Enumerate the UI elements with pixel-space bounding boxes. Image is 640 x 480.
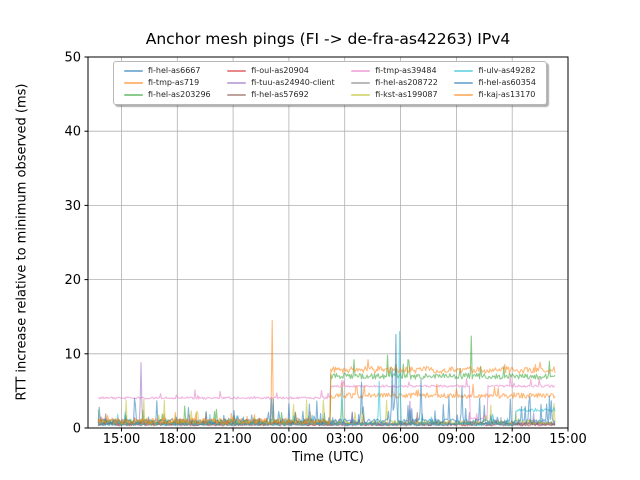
tick-label-y: 10 bbox=[64, 347, 81, 362]
tick-label-y: 40 bbox=[64, 125, 81, 140]
legend-label: fi-hel-as208722 bbox=[375, 78, 438, 87]
tick-label-x: 09:00 bbox=[438, 432, 475, 447]
legend-swatch bbox=[351, 93, 371, 97]
tick-label-y: 0 bbox=[73, 422, 81, 437]
y-axis-label-text: RTT increase relative to minimum observe… bbox=[14, 83, 30, 401]
series-line bbox=[97, 359, 556, 426]
tick-label-x: 03:00 bbox=[326, 432, 363, 447]
legend-item: fi-tuu-as24940-client bbox=[227, 77, 335, 89]
legend-label: fi-tmp-as719 bbox=[148, 78, 200, 87]
legend-item: fi-kst-as199087 bbox=[351, 89, 438, 101]
legend-item: fi-tmp-as39484 bbox=[351, 65, 438, 77]
legend-swatch bbox=[454, 93, 474, 97]
legend-item: fi-ulv-as49282 bbox=[454, 65, 536, 77]
legend-label: fi-kaj-as13170 bbox=[478, 90, 536, 99]
legend-label: fi-hel-as6667 bbox=[148, 66, 201, 75]
series-line bbox=[97, 330, 556, 427]
legend-label: fi-tuu-as24940-client bbox=[251, 78, 335, 87]
tick-label-x: 21:00 bbox=[214, 432, 251, 447]
legend-swatch bbox=[454, 81, 474, 85]
legend-item: fi-hel-as57692 bbox=[227, 89, 334, 101]
chart-title: Anchor mesh pings (FI -> de-fra-as42263)… bbox=[145, 30, 511, 48]
legend-label: fi-ulv-as49282 bbox=[478, 66, 536, 75]
series-line bbox=[97, 335, 556, 426]
legend-swatch bbox=[227, 69, 247, 73]
legend-item: fi-tmp-as719 bbox=[124, 77, 211, 89]
tick-label-y: 30 bbox=[64, 199, 81, 214]
axes-frame bbox=[87, 56, 569, 429]
legend-swatch bbox=[124, 69, 143, 73]
legend-swatch bbox=[227, 81, 247, 85]
legend-item: fi-kaj-as13170 bbox=[454, 89, 536, 101]
legend-item: fi-hel-as6667 bbox=[124, 65, 211, 77]
tick-label-y: 50 bbox=[64, 51, 81, 66]
series-line bbox=[97, 333, 556, 424]
series-line bbox=[98, 375, 556, 421]
tick-label-x: 15:00 bbox=[549, 432, 586, 447]
tick-label-x: 12:00 bbox=[493, 432, 530, 447]
tick-label-x: 15:00 bbox=[103, 432, 140, 447]
legend-column: fi-oul-as20904 fi-tuu-as24940-client fi-he… bbox=[227, 65, 335, 101]
legend-label: fi-hel-as203296 bbox=[148, 90, 211, 99]
legend-swatch bbox=[351, 81, 371, 85]
tick-label-y: 20 bbox=[64, 273, 81, 288]
series-line bbox=[97, 319, 556, 426]
legend-swatch bbox=[124, 81, 143, 85]
tick-label-x: 06:00 bbox=[382, 432, 419, 447]
legend-item: fi-hel-as203296 bbox=[124, 89, 211, 101]
legend-column: fi-hel-as6667 fi-tmp-as719 fi-hel-as203296 bbox=[124, 65, 211, 101]
legend-swatch bbox=[124, 93, 143, 97]
legend-swatch bbox=[454, 69, 474, 73]
legend-item: fi-hel-as60354 bbox=[454, 77, 536, 89]
legend-column: fi-tmp-as39484 fi-hel-as208722 fi-kst-as19… bbox=[351, 65, 438, 101]
legend-item: fi-hel-as208722 bbox=[351, 77, 438, 89]
legend-column: fi-ulv-as49282 fi-hel-as60354 fi-kaj-as131… bbox=[454, 65, 536, 101]
x-axis-label: Time (UTC) bbox=[292, 450, 364, 465]
tick-label-x: 18:00 bbox=[159, 432, 196, 447]
legend-label: fi-hel-as57692 bbox=[251, 90, 309, 99]
legend-label: fi-hel-as60354 bbox=[478, 78, 536, 87]
legend: fi-hel-as6667 fi-tmp-as719 fi-hel-as203296… bbox=[113, 61, 547, 105]
legend-item: fi-oul-as20904 bbox=[227, 65, 334, 77]
tick-label-x: 00:00 bbox=[270, 432, 307, 447]
legend-label: fi-kst-as199087 bbox=[375, 90, 438, 99]
legend-swatch bbox=[351, 69, 371, 73]
legend-label: fi-oul-as20904 bbox=[251, 66, 309, 75]
legend-swatch bbox=[227, 93, 247, 97]
legend-label: fi-tmp-as39484 bbox=[375, 66, 437, 75]
